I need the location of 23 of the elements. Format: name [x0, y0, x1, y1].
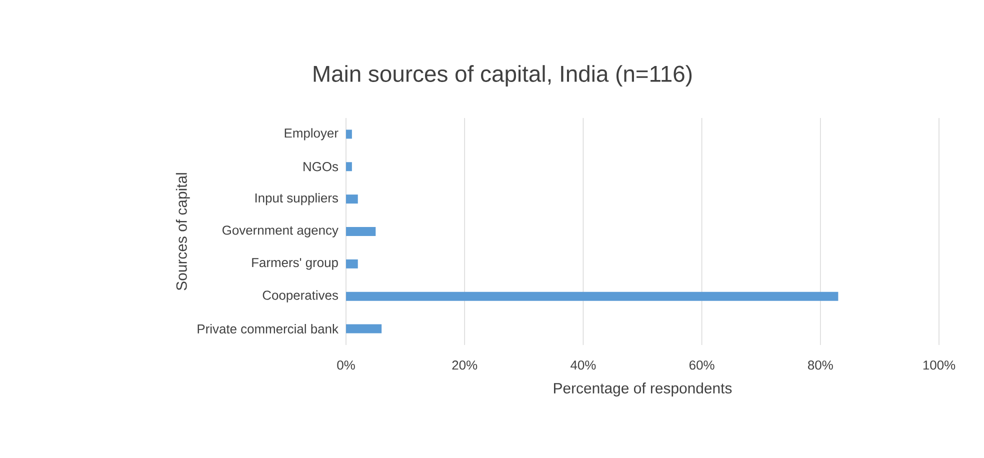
bar — [346, 259, 358, 268]
y-tick-label: Employer — [284, 128, 338, 140]
y-tick-label: Cooperatives — [262, 290, 338, 302]
x-tick-label: 20% — [452, 360, 478, 370]
bar — [346, 130, 352, 139]
x-axis-title: Percentage of respondents — [554, 382, 732, 396]
x-tick-label: 60% — [690, 360, 714, 370]
y-tick-label: Input suppliers — [255, 193, 338, 206]
y-tick-label: Private commercial bank — [198, 324, 338, 334]
y-tick-label: Farmers' group — [252, 258, 338, 270]
bar — [346, 226, 376, 236]
bar — [346, 194, 358, 204]
bar — [346, 292, 838, 301]
y-tick-label: Government agency — [222, 226, 338, 238]
bar — [346, 162, 352, 172]
x-tick-label: 100% — [923, 360, 956, 370]
chart-title: Main sources of capital, India (n=116) — [314, 65, 692, 86]
y-axis-title: Sources of capital — [176, 173, 190, 290]
y-tick-label: NGOs — [304, 162, 338, 172]
bar — [346, 324, 382, 334]
x-tick-label: 0% — [337, 360, 355, 370]
x-tick-label: 40% — [570, 360, 596, 370]
x-tick-label: 80% — [808, 360, 833, 370]
